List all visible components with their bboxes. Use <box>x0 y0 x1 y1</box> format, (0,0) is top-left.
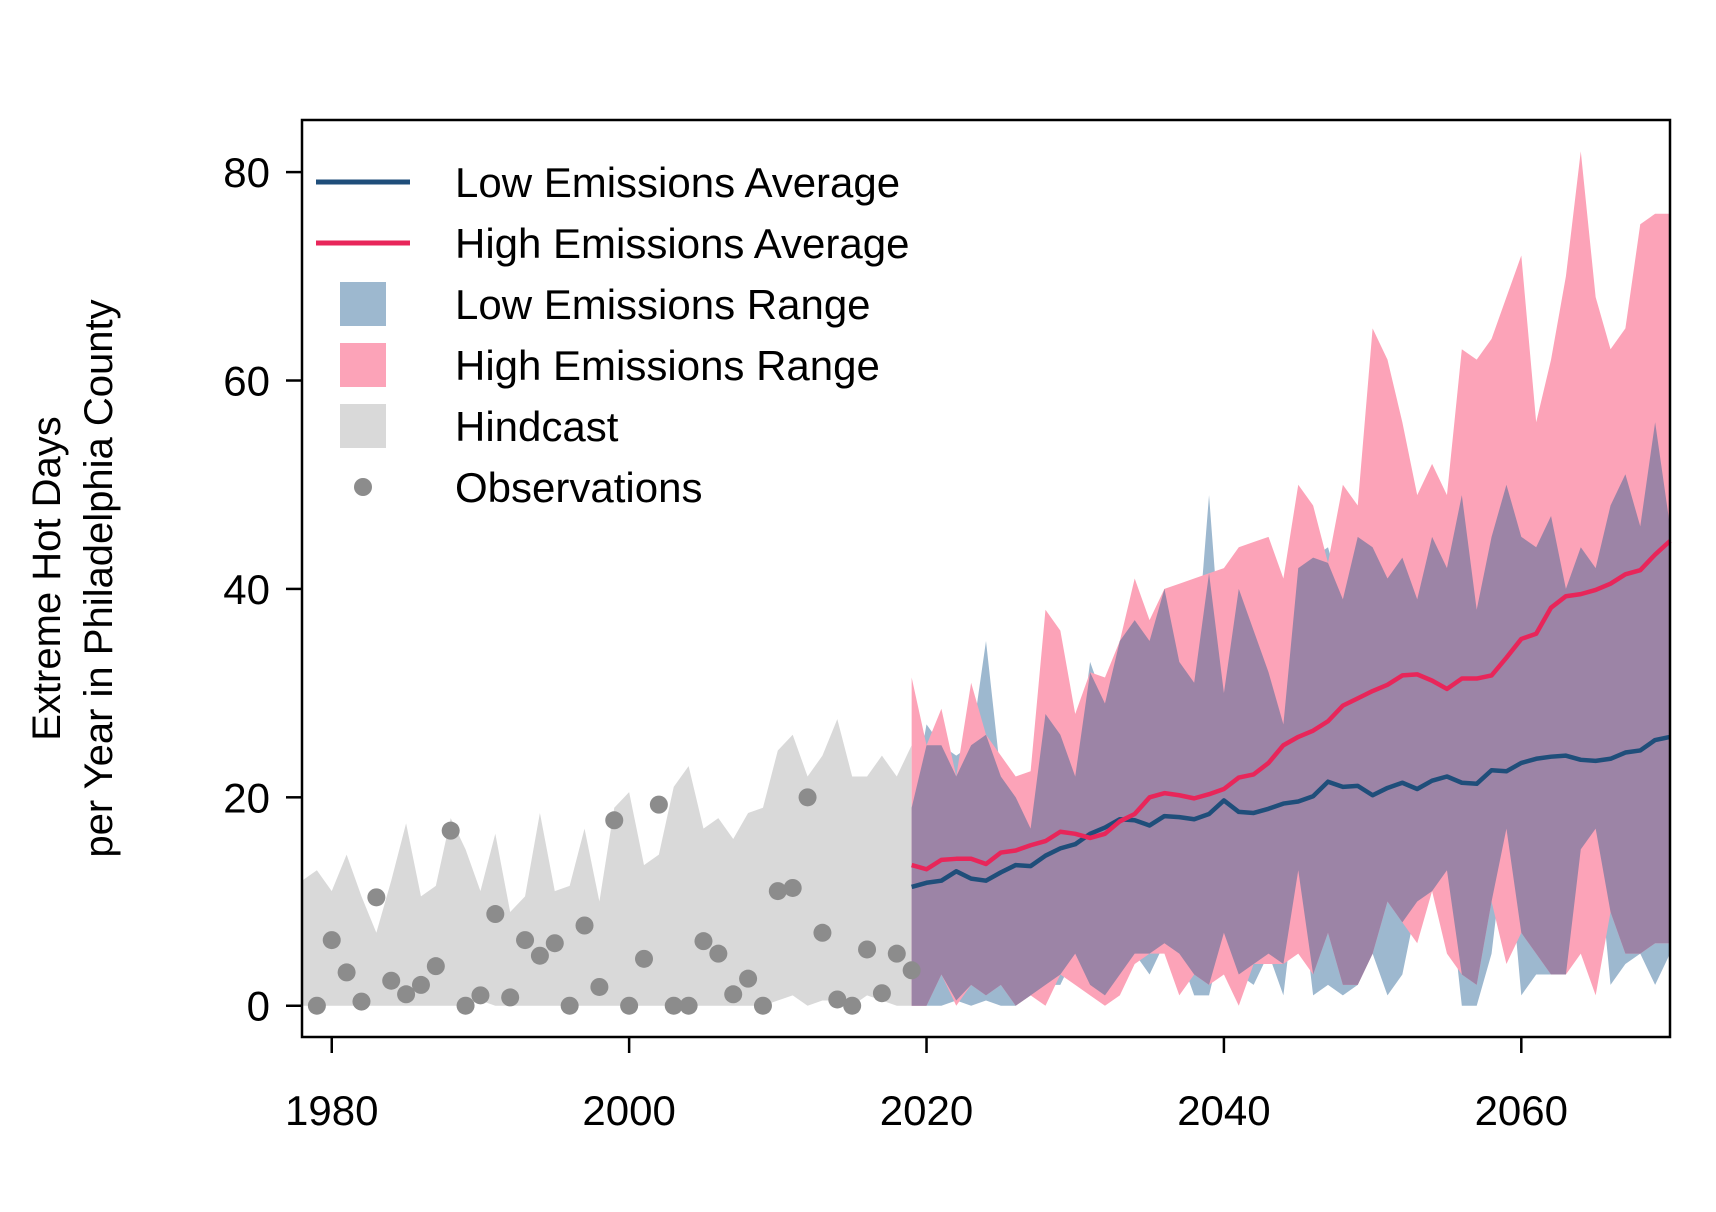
observation-point <box>441 821 460 840</box>
observation-point <box>635 949 653 968</box>
observation-point <box>649 795 668 814</box>
y-axis: 0 20 40 60 80 <box>223 149 302 1030</box>
legend-swatch-hindcast <box>340 404 386 448</box>
observation-point <box>605 811 624 830</box>
x-tick-label: 1980 <box>285 1087 378 1134</box>
observation-point <box>843 996 862 1015</box>
observation-point <box>516 931 535 950</box>
legend: Low Emissions Average High Emissions Aver… <box>316 159 909 511</box>
observation-point <box>753 996 772 1015</box>
y-tick-label: 0 <box>247 983 270 1030</box>
observation-point <box>322 931 341 950</box>
legend-label-high_avg: High Emissions Average <box>455 220 909 267</box>
y-axis-label-line-1: Extreme Hot Days <box>25 416 69 741</box>
observation-point <box>307 996 326 1015</box>
legend-label-high_range: High Emissions Range <box>455 342 880 389</box>
plot-areas <box>302 151 1670 1006</box>
x-axis: 1980 2000 2020 2040 2060 <box>285 1037 1568 1134</box>
legend-label-low_range: Low Emissions Range <box>455 281 871 328</box>
legend-swatch-observations <box>354 478 372 496</box>
observation-points <box>307 788 921 1015</box>
observation-point <box>486 905 505 924</box>
observation-point <box>694 932 713 951</box>
legend-label-hindcast: Hindcast <box>455 403 619 450</box>
y-axis-label-line-2: per Year in Philadelphia County <box>77 299 121 857</box>
x-tick-label: 2040 <box>1177 1087 1270 1134</box>
observation-point <box>352 992 371 1011</box>
observation-point <box>456 996 475 1015</box>
observation-point <box>545 934 564 953</box>
observation-point <box>397 985 416 1004</box>
observation-point <box>783 878 802 897</box>
observation-point <box>590 977 609 996</box>
observation-point <box>709 944 728 963</box>
plot-lines <box>911 539 1672 890</box>
observation-point <box>887 944 906 963</box>
observation-point <box>858 940 877 959</box>
observation-point <box>575 916 594 935</box>
legend-label-low_avg: Low Emissions Average <box>455 159 900 206</box>
y-tick-label: 60 <box>223 358 270 405</box>
observation-point <box>739 969 758 988</box>
observation-point <box>382 971 401 990</box>
observation-point <box>902 961 921 980</box>
observation-point <box>501 988 520 1007</box>
plot-frame <box>300 118 1672 1039</box>
legend-swatch-low_range <box>340 282 386 326</box>
observation-point <box>426 957 445 976</box>
observation-point <box>411 975 430 994</box>
y-tick-label: 80 <box>223 149 270 196</box>
y-tick-label: 20 <box>223 774 270 821</box>
legend-swatch-high_range <box>340 343 386 387</box>
observation-point <box>813 923 832 942</box>
y-axis-label: Extreme Hot Days per Year in Philadelphi… <box>25 299 121 857</box>
x-tick-label: 2060 <box>1475 1087 1568 1134</box>
observation-point <box>679 996 698 1015</box>
range-overlap-area <box>911 422 1670 1006</box>
observation-point <box>471 986 490 1005</box>
observation-point <box>664 996 683 1015</box>
x-tick-label: 2020 <box>880 1087 973 1134</box>
hindcast-range-area <box>302 719 912 1006</box>
legend-label-observations: Observations <box>455 464 702 511</box>
observation-point <box>872 984 891 1003</box>
observation-point <box>798 788 817 807</box>
low-emissions-average-line <box>911 734 1671 890</box>
observation-point <box>768 882 787 901</box>
observation-point <box>828 990 847 1009</box>
observation-point <box>367 888 386 907</box>
observation-point <box>337 963 356 982</box>
x-tick-label: 2000 <box>582 1087 675 1134</box>
observation-point <box>620 996 639 1015</box>
y-tick-label: 40 <box>223 566 270 613</box>
high-emissions-average-line <box>911 539 1672 872</box>
observation-point <box>530 946 549 965</box>
observation-point <box>724 985 743 1004</box>
observation-point <box>560 996 579 1015</box>
